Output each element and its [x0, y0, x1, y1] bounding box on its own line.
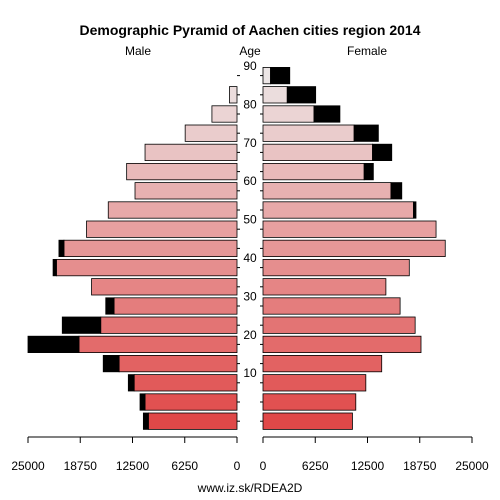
male-bar-50-54: [86, 220, 238, 238]
age-tick-label: 80: [243, 97, 257, 111]
female-bar-20-24: [262, 335, 422, 354]
female-excess-bar-90+: [270, 67, 291, 85]
female-excess-bar-75-79: [353, 124, 379, 142]
age-tick-label: 40: [243, 251, 257, 265]
male-x-tick-label: 25000: [11, 459, 45, 473]
female-excess-bar-85-89: [286, 86, 317, 104]
female-bar-0-4: [262, 412, 353, 430]
female-label: Female: [347, 44, 387, 58]
axes-layer: 25000 18750 12500 6250 0 0 6250 12500 18750 25000…: [11, 59, 489, 473]
female-excess-bar-70-74: [372, 143, 393, 161]
female-bar-80-84: [262, 105, 315, 123]
male-bar-30-34: [113, 297, 238, 315]
age-tick-label: 60: [243, 174, 257, 188]
male-bar-65-69: [126, 162, 238, 181]
male-bar-60-64: [134, 182, 238, 200]
female-bar-10-14: [262, 374, 367, 392]
female-bar-75-79: [262, 124, 355, 142]
female-bar-45-49: [262, 239, 446, 257]
male-bar-35-39: [91, 278, 238, 296]
female-x-tick-label: 6250: [302, 459, 329, 473]
male-bar-5-9: [144, 393, 238, 411]
age-tick-label: 20: [243, 328, 257, 342]
female-bar-40-44: [262, 258, 410, 277]
age-tick-label: 10: [243, 366, 257, 380]
male-bar-0-4: [147, 412, 238, 430]
female-bar-65-69: [262, 162, 365, 181]
male-excess-bar-20-24: [27, 335, 80, 354]
male-excess-bar-30-34: [105, 297, 115, 315]
male-excess-bar-15-19: [102, 354, 120, 373]
age-tick-label: 70: [243, 136, 257, 150]
male-bar-55-59: [107, 201, 238, 219]
male-bar-80-84: [211, 105, 238, 123]
male-bar-10-14: [133, 374, 238, 392]
male-excess-bar-10-14: [127, 374, 135, 392]
age-tick-label: 50: [243, 213, 257, 227]
male-x-tick-label: 12500: [116, 459, 150, 473]
female-bar-90+: [262, 67, 271, 85]
male-x-tick-label: 0: [234, 459, 241, 473]
male-x-tick-label: 18750: [64, 459, 98, 473]
male-bar-40-44: [56, 258, 238, 277]
male-bar-15-19: [118, 354, 238, 373]
female-x-tick-label: 12500: [351, 459, 385, 473]
age-tick-label: 30: [243, 289, 257, 303]
male-bar-20-24: [78, 335, 238, 354]
female-bar-55-59: [262, 201, 414, 219]
male-label: Male: [125, 44, 151, 58]
male-excess-bar-0-4: [142, 412, 149, 430]
male-bar-45-49: [63, 239, 238, 257]
female-bar-50-54: [262, 220, 437, 238]
male-bar-25-29: [100, 316, 238, 334]
male-excess-bar-40-44: [52, 258, 57, 277]
female-excess-bar-65-69: [363, 162, 374, 181]
bars-layer: [27, 67, 446, 430]
female-bar-25-29: [262, 316, 416, 334]
male-x-tick-label: 6250: [171, 459, 198, 473]
female-bar-85-89: [262, 86, 288, 104]
male-bar-85-89: [229, 86, 238, 104]
female-bar-70-74: [262, 143, 373, 161]
female-excess-bar-55-59: [413, 201, 417, 219]
female-x-tick-label: 25000: [455, 459, 489, 473]
male-bar-70-74: [144, 143, 238, 161]
age-label: Age: [239, 44, 261, 58]
female-excess-bar-60-64: [390, 182, 403, 200]
female-bar-15-19: [262, 354, 383, 373]
chart-title: Demographic Pyramid of Aachen cities reg…: [79, 22, 420, 38]
source-label: www.iz.sk/RDEA2D: [197, 481, 303, 495]
female-bar-35-39: [262, 278, 387, 296]
female-bar-30-34: [262, 297, 401, 315]
female-bar-60-64: [262, 182, 392, 200]
male-excess-bar-5-9: [139, 393, 146, 411]
male-bar-75-79: [184, 124, 238, 142]
age-tick-label: 90: [243, 59, 257, 73]
female-x-tick-label: 0: [260, 459, 267, 473]
female-x-tick-label: 18750: [403, 459, 437, 473]
male-excess-bar-25-29: [61, 316, 102, 334]
female-excess-bar-80-84: [313, 105, 341, 123]
female-bar-5-9: [262, 393, 357, 411]
male-excess-bar-45-49: [58, 239, 65, 257]
